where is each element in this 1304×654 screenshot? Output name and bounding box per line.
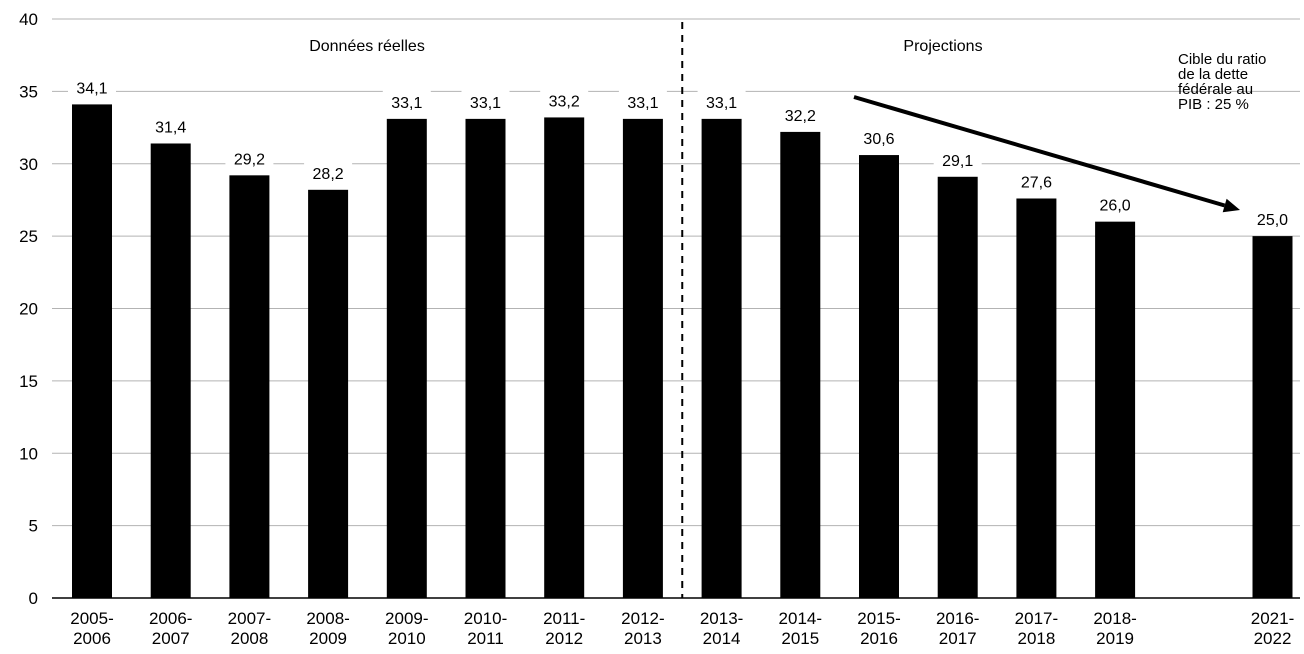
x-tick-label: 2019 [1096, 629, 1134, 648]
x-tick-label: 2007 [152, 629, 190, 648]
x-tick-label: 2016- [936, 609, 979, 628]
value-label-halo [855, 125, 903, 150]
value-label-halo [382, 88, 431, 113]
target-annotation: Cible du ratio de la dette fédérale au P… [1178, 51, 1271, 113]
bar [1095, 221, 1136, 598]
value-label: 33,2 [549, 93, 580, 110]
value-label: 33,1 [706, 95, 737, 112]
bar [465, 118, 506, 598]
bar [308, 189, 349, 598]
bar [622, 118, 663, 598]
x-tick-label: 2008 [230, 629, 268, 648]
x-tick-label: 2011 [467, 629, 504, 648]
value-label: 29,1 [942, 153, 973, 170]
x-tick-label: 2012- [621, 609, 664, 628]
bar [1252, 236, 1293, 598]
value-label: 31,4 [155, 119, 186, 136]
y-tick-label: 0 [29, 589, 38, 608]
section-label-projections: Projections [903, 38, 982, 55]
x-tick-label: 2012 [545, 629, 583, 648]
value-label: 32,2 [785, 108, 816, 125]
value-label-halo [618, 88, 667, 113]
x-tick-label: 2014 [703, 629, 741, 648]
target-annotation-line-2: de la dette [1178, 66, 1248, 83]
value-label: 33,1 [627, 95, 658, 112]
bar [780, 131, 821, 598]
bar [544, 117, 585, 599]
y-tick-label: 35 [19, 82, 38, 101]
value-label: 26,0 [1100, 198, 1131, 215]
bar [701, 118, 742, 598]
x-tick-label: 2008- [306, 609, 349, 628]
x-tick-label: 2009 [309, 629, 347, 648]
value-label: 33,1 [391, 95, 422, 112]
x-tick-label: 2021- [1251, 609, 1294, 628]
value-label-halo [461, 88, 510, 113]
y-tick-label: 20 [19, 300, 38, 319]
bars [68, 74, 1297, 599]
x-tick-label: 2022 [1254, 629, 1292, 648]
value-label: 33,1 [470, 95, 501, 112]
x-tick-label: 2017- [1015, 609, 1058, 628]
x-tick-label: 2018 [1017, 629, 1055, 648]
target-annotation-line-3: fédérale au [1178, 81, 1253, 98]
arrow-shaft [853, 95, 1226, 208]
value-labels: 34,1 31,4 29,2 28,2 33,1 33,1 33,2 33,1 33,1 32,2… [76, 80, 1288, 229]
x-tick-label: 2006- [149, 609, 192, 628]
value-label-halo [68, 74, 116, 99]
section-label-actual: Données réelles [309, 38, 425, 55]
bar [386, 118, 427, 598]
x-tick-label: 2007- [228, 609, 271, 628]
x-tick-label: 2014- [779, 609, 822, 628]
value-label-halo [304, 159, 353, 184]
value-label: 34,1 [76, 80, 107, 97]
x-tick-label: 2017 [939, 629, 977, 648]
y-tick-label: 25 [19, 227, 38, 246]
target-annotation-line-1: Cible du ratio [1178, 51, 1266, 68]
x-tick-label: 2015- [857, 609, 900, 628]
value-label-halo [1248, 206, 1297, 231]
value-label: 30,6 [863, 131, 894, 148]
y-tick-label: 15 [19, 372, 38, 391]
value-label: 29,2 [234, 151, 265, 168]
bar [859, 155, 899, 598]
value-label: 27,6 [1021, 174, 1052, 191]
value-label-halo [540, 87, 589, 112]
value-label: 25,0 [1257, 212, 1288, 229]
bar [937, 176, 978, 598]
x-tick-label: 2018- [1093, 609, 1136, 628]
x-tick-label: 2013 [624, 629, 662, 648]
value-label-halo [146, 113, 195, 138]
x-tick-label: 2011- [543, 609, 585, 628]
value-label-halo [697, 88, 746, 113]
y-tick-label: 5 [29, 517, 38, 536]
target-annotation-line-4: PIB : 25 % [1178, 96, 1249, 113]
value-label-halo [776, 101, 825, 126]
x-axis-labels: 2005-2006 2006-2007 2007-2008 2008-2009 2009… [70, 609, 1294, 648]
x-tick-label: 2009- [385, 609, 428, 628]
y-axis-ticks: 0 5 10 15 20 25 30 35 40 [19, 10, 38, 608]
value-label-halo [1012, 168, 1061, 193]
bar [229, 175, 270, 598]
x-tick-label: 2006 [73, 629, 111, 648]
target-trend-arrow [853, 95, 1240, 213]
y-tick-label: 40 [19, 10, 38, 29]
bar [72, 104, 112, 598]
x-tick-label: 2013- [700, 609, 743, 628]
value-label-halo [933, 146, 982, 171]
x-tick-label: 2015 [781, 629, 819, 648]
y-tick-label: 10 [19, 444, 38, 463]
value-label-halo [225, 145, 274, 170]
x-tick-label: 2016 [860, 629, 898, 648]
y-tick-label: 30 [19, 155, 38, 174]
arrow-head [1222, 198, 1240, 213]
bar [1016, 198, 1057, 599]
x-tick-label: 2005- [70, 609, 113, 628]
x-tick-label: 2010- [464, 609, 507, 628]
x-tick-label: 2010 [388, 629, 426, 648]
value-label-halo [1091, 191, 1140, 216]
value-label: 28,2 [313, 166, 344, 183]
bar [150, 143, 191, 599]
